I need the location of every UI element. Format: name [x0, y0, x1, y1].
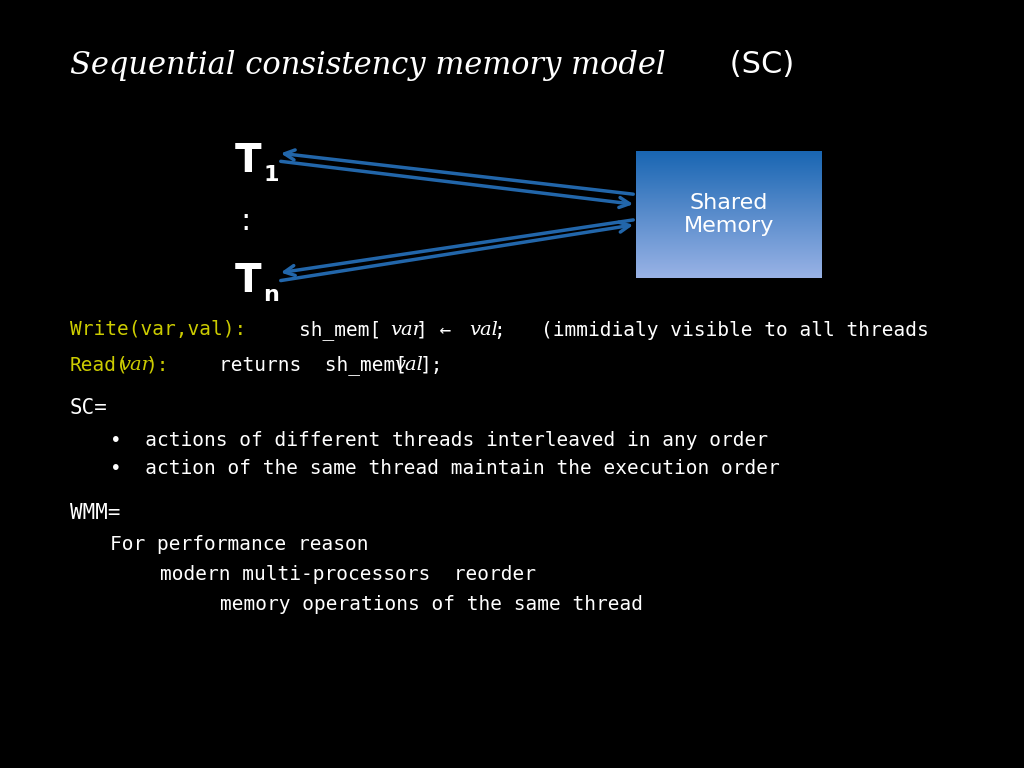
Text: :: :	[240, 207, 250, 236]
Text: ):: ):	[146, 356, 170, 375]
Text: Read(: Read(	[70, 356, 129, 375]
Text: Write(var,val):: Write(var,val):	[70, 320, 246, 339]
Text: T: T	[234, 142, 261, 180]
Text: •  action of the same thread maintain the execution order: • action of the same thread maintain the…	[110, 458, 779, 478]
Text: ] ←: ] ←	[416, 320, 463, 339]
Text: val: val	[469, 321, 498, 339]
Text: WMM=: WMM=	[70, 503, 121, 523]
Text: Sequential consistency memory model: Sequential consistency memory model	[70, 50, 666, 81]
Text: ];: ];	[420, 356, 443, 375]
Text: (SC): (SC)	[720, 50, 795, 79]
Text: 1: 1	[263, 165, 279, 185]
Text: val: val	[394, 356, 423, 374]
Text: For performance reason: For performance reason	[110, 535, 369, 554]
Text: memory operations of the same thread: memory operations of the same thread	[220, 595, 643, 614]
Text: sh_mem[: sh_mem[	[252, 320, 381, 340]
Text: var: var	[390, 321, 422, 339]
Text: •  actions of different threads interleaved in any order: • actions of different threads interleav…	[110, 431, 768, 449]
Text: var: var	[119, 356, 151, 374]
Text: SC=: SC=	[70, 398, 108, 418]
Text: n: n	[263, 285, 279, 305]
Text: returns  sh_mem[: returns sh_mem[	[172, 355, 407, 375]
Text: modern multi-processors  reorder: modern multi-processors reorder	[160, 565, 536, 584]
Text: Shared
Memory: Shared Memory	[684, 193, 774, 236]
Text: ;   (immidialy visible to all threads: ; (immidialy visible to all threads	[494, 320, 929, 339]
Text: T: T	[234, 262, 261, 300]
